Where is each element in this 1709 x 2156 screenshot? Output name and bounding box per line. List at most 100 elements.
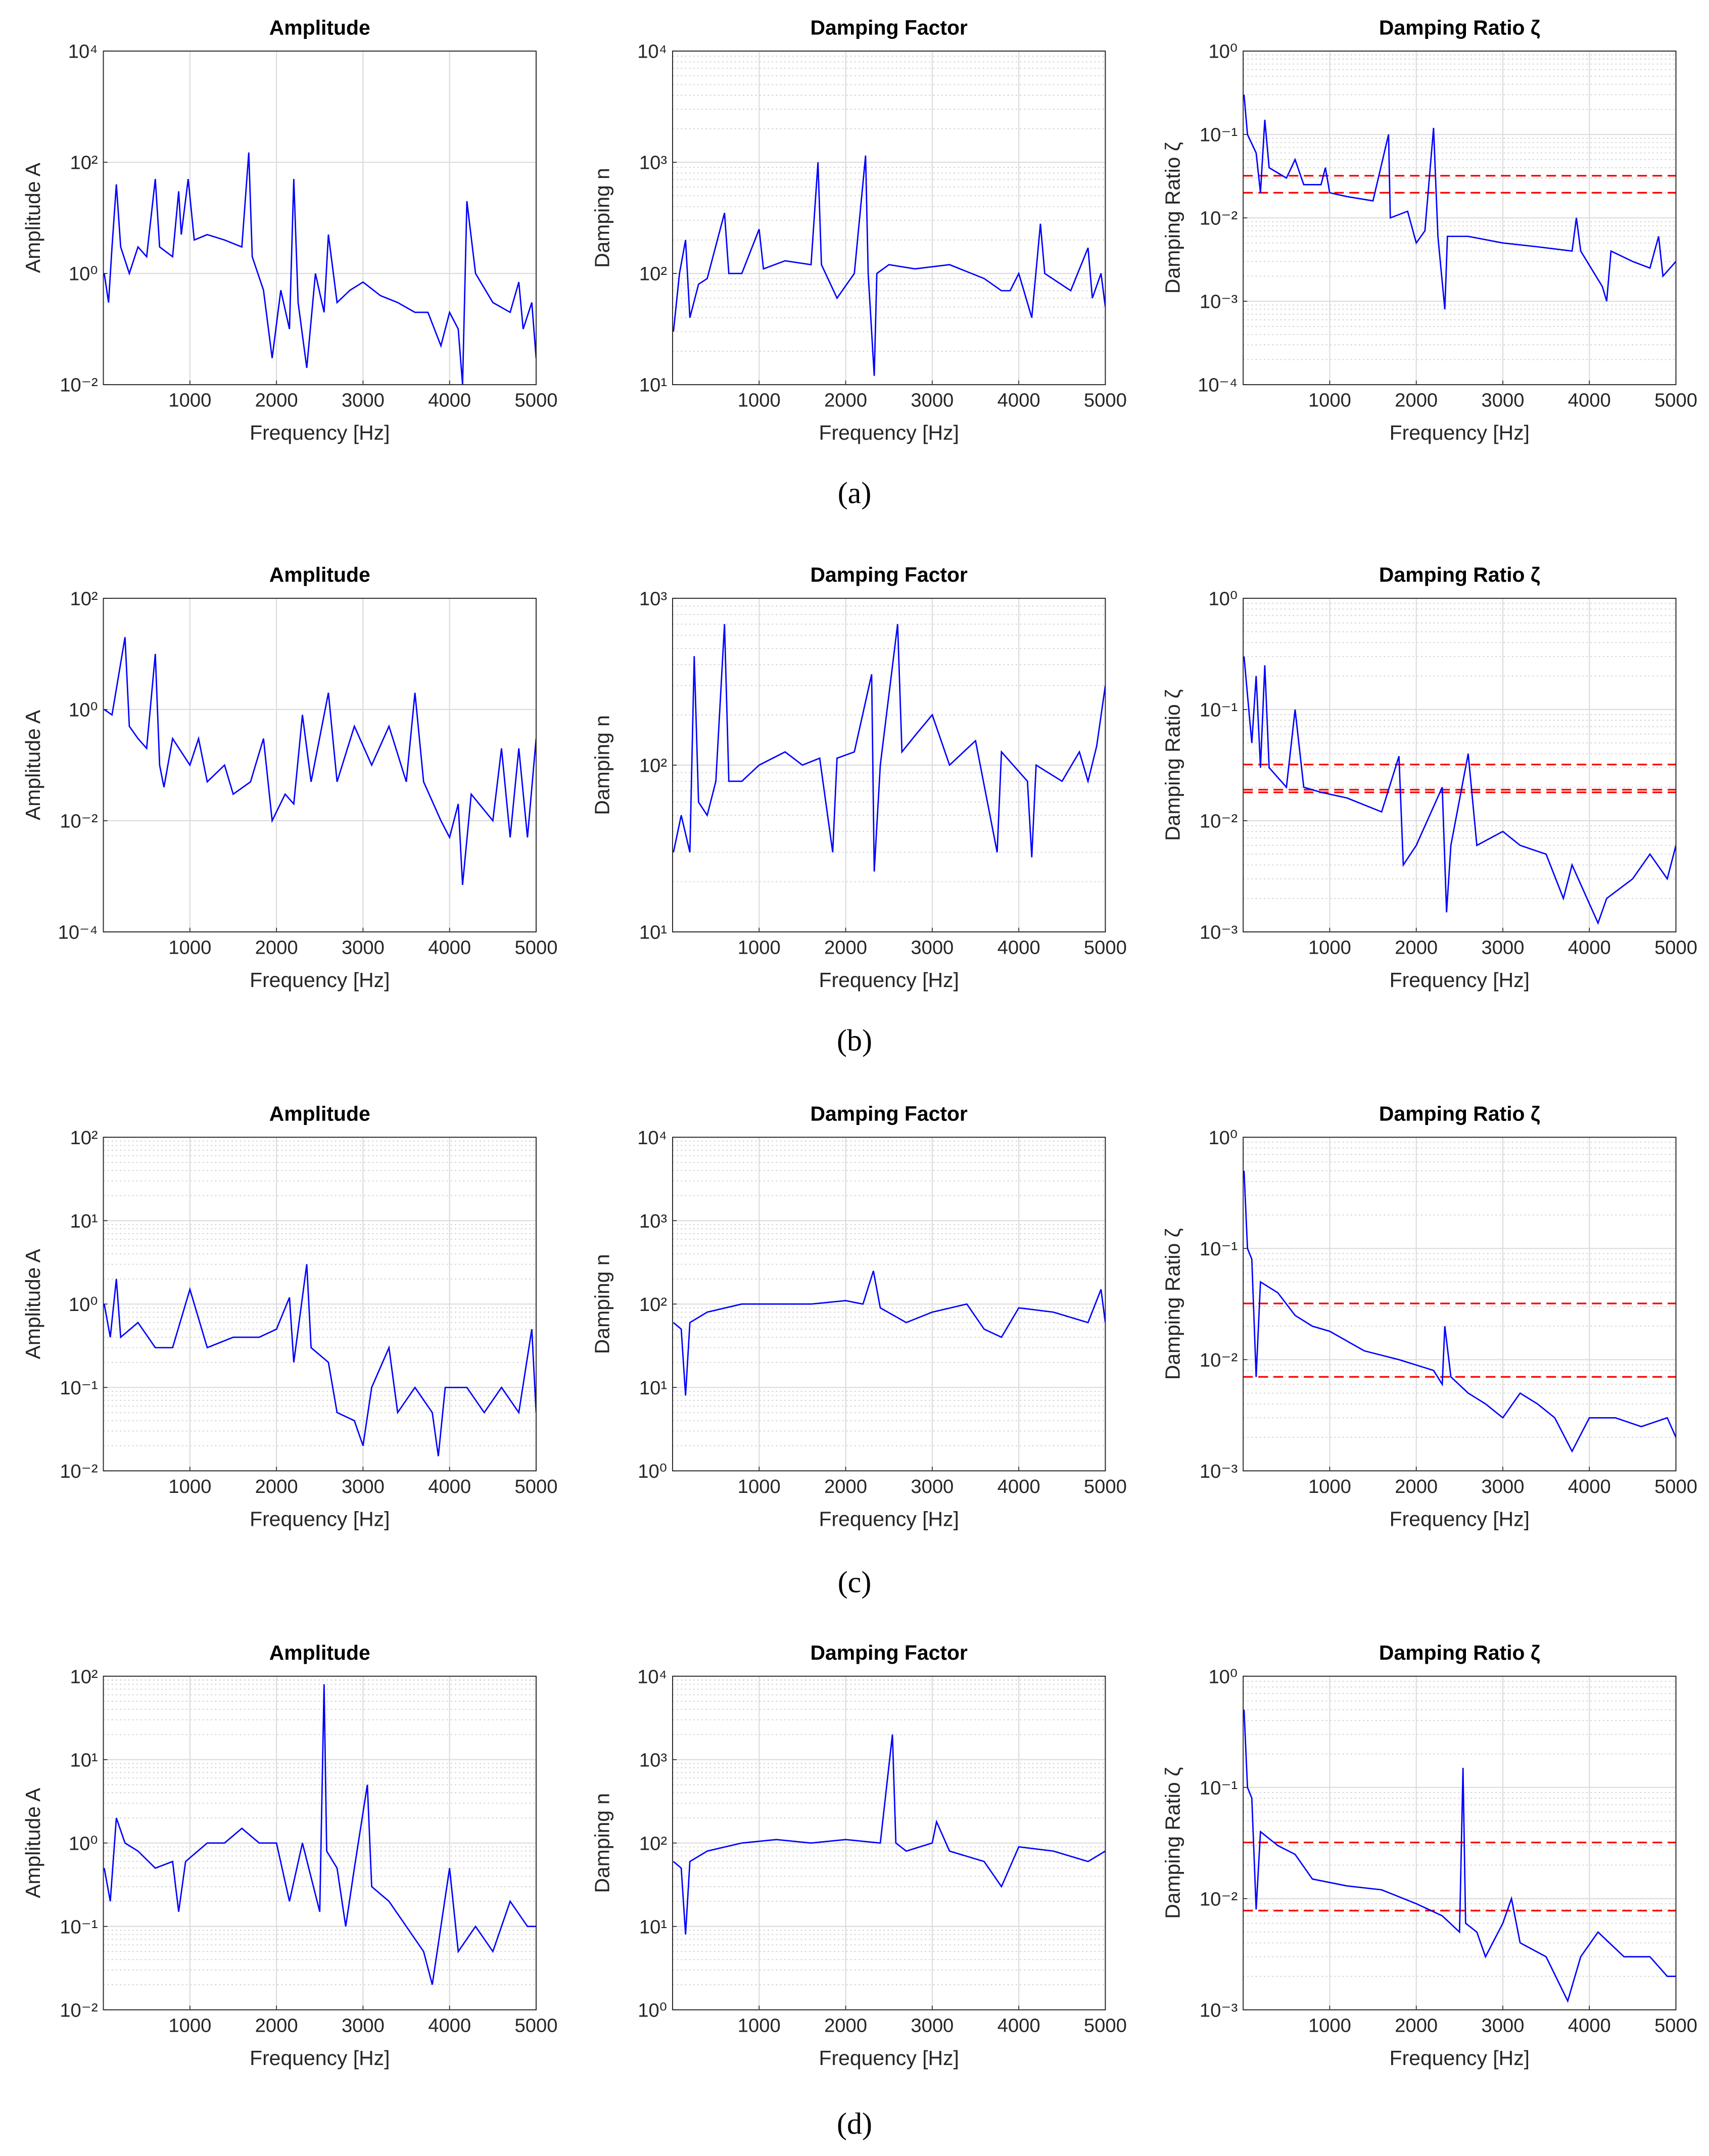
y-axis-label: Damping Ratio ζ: [1161, 1767, 1184, 1919]
x-tick-label: 2000: [824, 1476, 867, 1497]
x-axis-label: Frequency [Hz]: [1390, 421, 1530, 444]
x-tick-label: 3000: [911, 937, 954, 959]
y-axis-label: Amplitude A: [21, 710, 44, 820]
x-tick-label: 1000: [1308, 390, 1351, 411]
axes-box: [103, 597, 537, 932]
data-line: [103, 152, 536, 385]
axes-box: [672, 597, 1106, 932]
x-axis-label: Frequency [Hz]: [250, 968, 390, 992]
x-axis-label: Frequency [Hz]: [250, 1507, 390, 1530]
y-tick-label: 10⁰: [638, 1461, 667, 1482]
y-tick-label: 10⁻³: [1200, 922, 1238, 944]
axes-box: [103, 51, 537, 386]
chart-title: Damping Ratio ζ: [1379, 16, 1540, 39]
chart-title: Damping Ratio ζ: [1379, 1102, 1540, 1126]
x-tick-label: 1000: [168, 2014, 211, 2036]
panel-label: (b): [837, 1023, 872, 1057]
y-axis-label: Amplitude A: [21, 1248, 44, 1359]
y-axis-label: Amplitude A: [21, 162, 44, 273]
y-tick-label: 10⁻³: [1200, 291, 1238, 313]
y-tick-label: 10³: [639, 588, 667, 610]
x-tick-label: 5000: [515, 390, 558, 411]
x-tick-label: 4000: [1568, 2014, 1611, 2036]
data-line: [1243, 656, 1676, 925]
axes-box: [103, 1137, 537, 1472]
x-tick-label: 2000: [824, 937, 867, 959]
x-tick-label: 1000: [738, 390, 781, 411]
x-axis-label: Frequency [Hz]: [250, 2046, 390, 2070]
subplot: 1000 2000 3000 4000 5000 10¹ 10² 10³ 10⁴ Damping …: [591, 16, 1127, 444]
y-axis-label: Damping n: [591, 1254, 614, 1354]
y-axis-label: Damping Ratio ζ: [1161, 1228, 1184, 1380]
y-tick-label: 10²: [639, 263, 667, 285]
x-tick-label: 3000: [911, 2014, 954, 2036]
x-tick-label: 4000: [998, 390, 1040, 411]
y-tick-label: 10⁰: [69, 1294, 98, 1316]
y-tick-label: 10⁰: [1208, 1666, 1238, 1688]
data-line: [1243, 95, 1676, 310]
x-axis-label: Frequency [Hz]: [819, 1507, 959, 1530]
y-tick-label: 10⁻²: [60, 811, 98, 832]
subplot: 1000 2000 3000 4000 5000 10⁰ 10¹ 10² 10³ 10⁴ Dampi…: [591, 1102, 1127, 1531]
x-tick-label: 1000: [168, 937, 211, 959]
axes-box: [672, 51, 1106, 386]
axes-box: [1243, 1675, 1677, 2010]
y-tick-label: 10²: [70, 1666, 98, 1688]
x-tick-label: 2000: [255, 390, 298, 411]
x-tick-label: 4000: [428, 937, 471, 959]
subplot: 1000 2000 3000 4000 5000 10⁻³ 10⁻² 10⁻¹ 10⁰ Dampi…: [1161, 563, 1697, 992]
x-tick-label: 4000: [998, 1476, 1040, 1497]
y-tick-label: 10⁻²: [60, 1999, 98, 2021]
y-axis-label: Damping Ratio ζ: [1161, 689, 1184, 841]
x-axis-label: Frequency [Hz]: [1390, 2046, 1530, 2070]
y-tick-label: 10⁰: [69, 1833, 98, 1854]
data-line: [103, 1264, 536, 1457]
x-tick-label: 1000: [1308, 1476, 1351, 1497]
y-tick-label: 10⁻¹: [1200, 1777, 1238, 1799]
data-line: [1243, 1709, 1676, 2003]
y-tick-label: 10⁻²: [60, 374, 98, 396]
plot-area: [103, 51, 536, 385]
y-tick-label: 10⁻¹: [60, 1377, 98, 1399]
x-tick-label: 5000: [1084, 937, 1127, 959]
chart-title: Amplitude: [269, 1641, 370, 1664]
subplot: 1000 2000 3000 4000 5000 10⁻⁴ 10⁻³ 10⁻² 10⁻¹ 10⁰ D…: [1161, 16, 1697, 444]
x-tick-label: 2000: [1395, 390, 1438, 411]
y-tick-label: 10⁴: [637, 1127, 667, 1149]
y-tick-label: 10⁰: [1208, 1127, 1238, 1149]
chart-title: Damping Factor: [810, 1641, 967, 1664]
x-tick-label: 5000: [1654, 937, 1697, 959]
chart-title: Damping Factor: [810, 16, 967, 39]
chart-title: Amplitude: [269, 563, 370, 586]
y-tick-label: 10⁻¹: [60, 1916, 98, 1938]
x-tick-label: 3000: [1482, 390, 1525, 411]
x-tick-label: 2000: [1395, 937, 1438, 959]
axes-box: [1243, 1137, 1677, 1472]
y-tick-label: 10⁻³: [1200, 1461, 1238, 1482]
subplot: 1000 2000 3000 4000 5000 10⁻² 10⁰ 10² 10⁴ Amplitu…: [21, 16, 557, 444]
x-tick-label: 4000: [998, 2014, 1040, 2036]
y-tick-label: 10³: [639, 152, 667, 174]
axes-box: [672, 1675, 1106, 2010]
data-line: [673, 1734, 1106, 1935]
subplot: 1000 2000 3000 4000 5000 10⁰ 10¹ 10² 10³ 10⁴ Dampi…: [591, 1641, 1127, 2070]
chart-title: Amplitude: [269, 1102, 370, 1126]
x-tick-label: 5000: [1654, 2014, 1697, 2036]
y-tick-label: 10⁰: [69, 699, 98, 721]
x-tick-label: 3000: [342, 2014, 385, 2036]
y-tick-label: 10⁻¹: [1200, 1238, 1238, 1260]
y-tick-label: 10⁻²: [1200, 1349, 1238, 1371]
x-tick-label: 5000: [1084, 390, 1127, 411]
x-axis-label: Frequency [Hz]: [819, 968, 959, 992]
panel-label: (d): [837, 2107, 872, 2140]
chart-title: Amplitude: [269, 16, 370, 39]
y-axis-label: Damping n: [591, 1793, 614, 1893]
y-tick-label: 10⁻²: [60, 1461, 98, 1482]
x-tick-label: 4000: [1568, 1476, 1611, 1497]
x-tick-label: 4000: [428, 1476, 471, 1497]
x-tick-label: 2000: [255, 937, 298, 959]
subplot: 1000 2000 3000 4000 5000 10⁻² 10⁻¹ 10⁰ 10¹ 10² Amp…: [21, 1641, 557, 2070]
x-tick-label: 2000: [824, 390, 867, 411]
chart-title: Damping Factor: [810, 1102, 967, 1126]
